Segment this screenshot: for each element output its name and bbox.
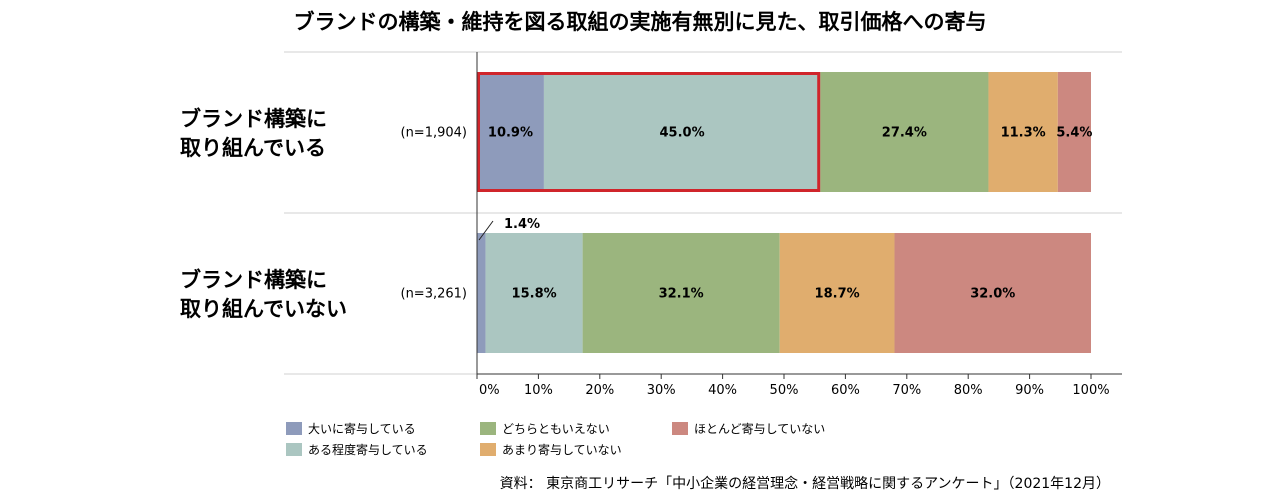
data-label: 1.4%: [504, 217, 540, 232]
plot-area: 10.9% 45.0% 27.4% 11.3% 5.4% 1.4% 15.8% 32.1% 18…: [477, 72, 1092, 353]
legend-label: 大いに寄与している: [308, 421, 416, 436]
x-tick-label: 50%: [770, 383, 799, 398]
data-label: 45.0%: [660, 126, 705, 141]
sample-size-label: (n=3,261): [401, 287, 468, 302]
source-note: 資料： 東京商工リサーチ「中小企業の経営理念・経営戦略に関するアンケート」（20…: [500, 475, 1110, 492]
bar-segment: [988, 72, 1058, 192]
legend-label: どちらともいえない: [502, 422, 610, 436]
bar-segment: [1057, 72, 1091, 192]
highlight-frame: [477, 72, 821, 192]
x-tick-label: 70%: [892, 383, 921, 398]
x-tick-label: 20%: [585, 383, 614, 398]
x-tick-label: 40%: [708, 383, 737, 398]
bar-segment: [485, 233, 583, 353]
data-label-leader: [478, 220, 494, 241]
data-label: 27.4%: [882, 126, 927, 141]
category-label-line: ブランド構築に: [180, 268, 327, 292]
data-label: 32.1%: [659, 287, 704, 302]
bar-segment: [543, 72, 821, 192]
x-tick-label: 60%: [831, 383, 860, 398]
x-tick-label: 10%: [524, 383, 553, 398]
data-label: 10.9%: [488, 126, 533, 141]
category-label-line: 取り組んでいない: [180, 297, 347, 321]
category-label-line: 取り組んでいる: [180, 136, 326, 160]
x-tick-label: 80%: [954, 383, 983, 398]
legend-label: あまり寄与していない: [502, 442, 622, 457]
category-label-line: ブランド構築に: [180, 107, 327, 131]
legend-swatch: [480, 443, 496, 456]
sample-size-label: (n=1,904): [401, 126, 468, 141]
bar-segment: [894, 233, 1091, 353]
chart-title: ブランドの構築・維持を図る取組の実施有無別に見た、取引価格への寄与: [294, 10, 987, 34]
legend-swatch: [286, 422, 302, 435]
legend-swatch: [480, 422, 496, 435]
bar-segment: [477, 233, 486, 353]
bar-segment: [779, 233, 895, 353]
x-axis: 0% 10% 20% 30% 40% 50% 60% 70% 80% 90% 100%: [476, 52, 1122, 398]
legend-label: ほとんど寄与していない: [694, 421, 825, 436]
bar-segment: [582, 233, 780, 353]
x-tick-label: 0%: [479, 383, 500, 398]
data-label: 5.4%: [1056, 126, 1092, 141]
x-tick-label: 30%: [647, 383, 676, 398]
data-label: 32.0%: [970, 287, 1015, 302]
x-tick-label: 100%: [1072, 383, 1109, 398]
x-tick-label: 90%: [1015, 383, 1044, 398]
bar-segment: [820, 72, 989, 192]
legend-label: ある程度寄与している: [308, 442, 428, 457]
bar-segment: [477, 72, 544, 192]
legend-swatch: [672, 422, 688, 435]
data-label: 18.7%: [815, 287, 860, 302]
data-label: 15.8%: [512, 287, 557, 302]
data-label: 11.3%: [1001, 126, 1046, 141]
legend-swatch: [286, 443, 302, 456]
